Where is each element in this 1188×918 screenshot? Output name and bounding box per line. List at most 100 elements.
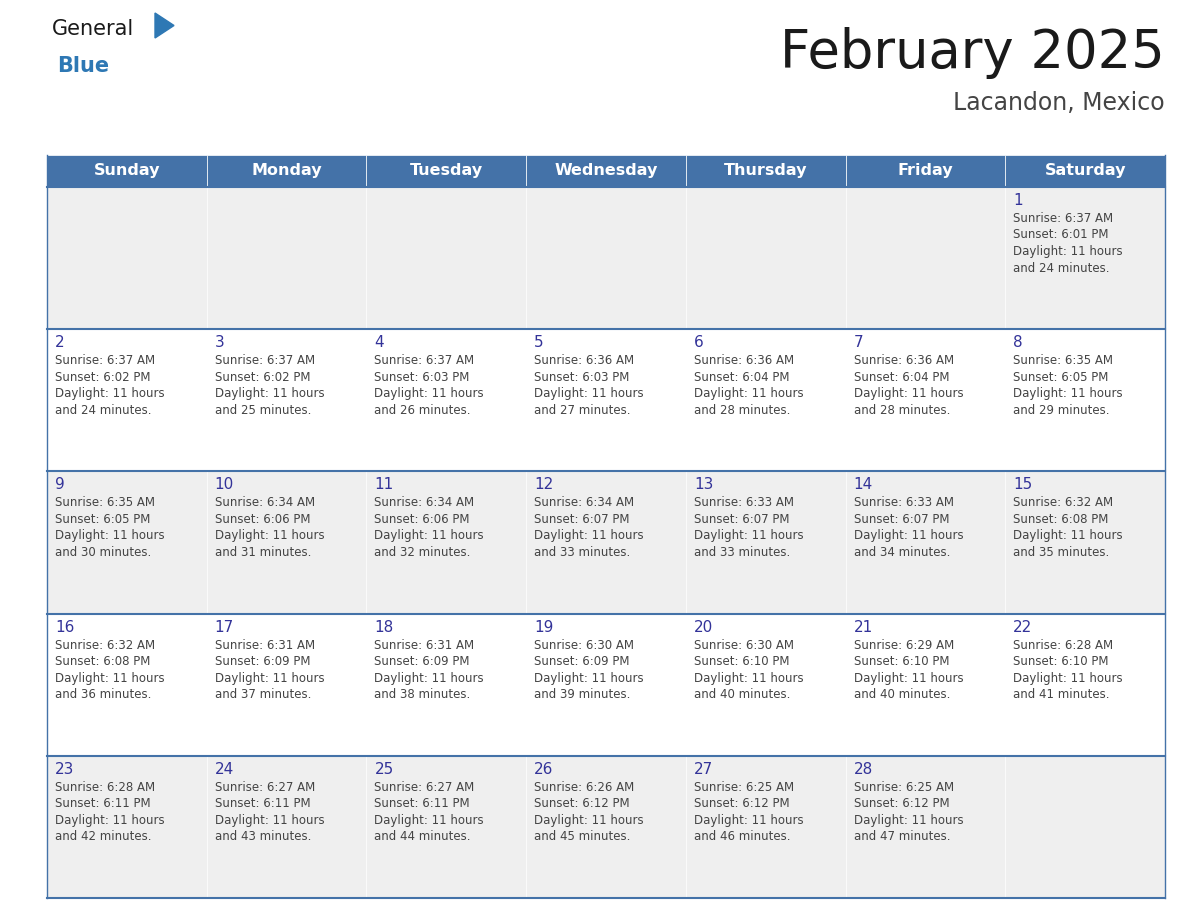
- Text: Sunrise: 6:27 AM: Sunrise: 6:27 AM: [374, 781, 475, 794]
- Text: 17: 17: [215, 620, 234, 634]
- Text: Sunset: 6:11 PM: Sunset: 6:11 PM: [55, 798, 151, 811]
- Text: Sunrise: 6:28 AM: Sunrise: 6:28 AM: [55, 781, 156, 794]
- Text: Sunrise: 6:33 AM: Sunrise: 6:33 AM: [694, 497, 794, 509]
- Bar: [526, 613, 685, 756]
- Text: 4: 4: [374, 335, 384, 350]
- Text: Sunset: 6:07 PM: Sunset: 6:07 PM: [535, 513, 630, 526]
- Text: and 28 minutes.: and 28 minutes.: [694, 404, 790, 417]
- Text: and 43 minutes.: and 43 minutes.: [215, 830, 311, 844]
- Text: and 26 minutes.: and 26 minutes.: [374, 404, 470, 417]
- Bar: [685, 613, 846, 756]
- Bar: [685, 187, 846, 330]
- Text: Sunrise: 6:35 AM: Sunrise: 6:35 AM: [1013, 354, 1113, 367]
- Text: 9: 9: [55, 477, 65, 492]
- Bar: [366, 187, 526, 330]
- Text: Daylight: 11 hours: Daylight: 11 hours: [694, 813, 803, 827]
- Text: 22: 22: [1013, 620, 1032, 634]
- Text: 19: 19: [535, 620, 554, 634]
- Bar: [207, 613, 366, 756]
- Bar: [685, 155, 846, 187]
- Text: Daylight: 11 hours: Daylight: 11 hours: [853, 387, 963, 400]
- Bar: [685, 756, 846, 898]
- Text: Sunset: 6:12 PM: Sunset: 6:12 PM: [853, 798, 949, 811]
- Text: Daylight: 11 hours: Daylight: 11 hours: [55, 387, 165, 400]
- Text: Blue: Blue: [57, 56, 109, 76]
- Text: and 35 minutes.: and 35 minutes.: [1013, 546, 1110, 559]
- Text: Daylight: 11 hours: Daylight: 11 hours: [1013, 387, 1123, 400]
- Text: Sunset: 6:12 PM: Sunset: 6:12 PM: [694, 798, 790, 811]
- Text: Sunrise: 6:36 AM: Sunrise: 6:36 AM: [694, 354, 794, 367]
- Text: Sunset: 6:08 PM: Sunset: 6:08 PM: [1013, 513, 1108, 526]
- Text: Daylight: 11 hours: Daylight: 11 hours: [374, 530, 484, 543]
- Text: and 34 minutes.: and 34 minutes.: [853, 546, 950, 559]
- Text: and 27 minutes.: and 27 minutes.: [535, 404, 631, 417]
- Text: 3: 3: [215, 335, 225, 350]
- Text: and 31 minutes.: and 31 minutes.: [215, 546, 311, 559]
- Text: Sunset: 6:09 PM: Sunset: 6:09 PM: [535, 655, 630, 668]
- Text: 12: 12: [535, 477, 554, 492]
- Text: and 40 minutes.: and 40 minutes.: [853, 688, 950, 701]
- Text: and 37 minutes.: and 37 minutes.: [215, 688, 311, 701]
- Text: and 24 minutes.: and 24 minutes.: [55, 404, 152, 417]
- Text: Sunset: 6:05 PM: Sunset: 6:05 PM: [55, 513, 151, 526]
- Bar: [207, 187, 366, 330]
- Text: Daylight: 11 hours: Daylight: 11 hours: [535, 813, 644, 827]
- Text: Sunrise: 6:32 AM: Sunrise: 6:32 AM: [1013, 497, 1113, 509]
- Text: Sunday: Sunday: [94, 163, 160, 178]
- Text: and 28 minutes.: and 28 minutes.: [853, 404, 950, 417]
- Bar: [1005, 330, 1165, 472]
- Text: 21: 21: [853, 620, 873, 634]
- Text: Sunrise: 6:29 AM: Sunrise: 6:29 AM: [853, 639, 954, 652]
- Text: Sunset: 6:09 PM: Sunset: 6:09 PM: [215, 655, 310, 668]
- Bar: [48, 187, 207, 330]
- Text: and 29 minutes.: and 29 minutes.: [1013, 404, 1110, 417]
- Text: and 46 minutes.: and 46 minutes.: [694, 830, 790, 844]
- Bar: [846, 756, 1005, 898]
- Text: 8: 8: [1013, 335, 1023, 350]
- Text: Daylight: 11 hours: Daylight: 11 hours: [55, 672, 165, 685]
- Text: 20: 20: [694, 620, 713, 634]
- Text: Daylight: 11 hours: Daylight: 11 hours: [374, 813, 484, 827]
- Bar: [1005, 613, 1165, 756]
- Text: Sunrise: 6:31 AM: Sunrise: 6:31 AM: [215, 639, 315, 652]
- Text: 11: 11: [374, 477, 393, 492]
- Bar: [48, 613, 207, 756]
- Text: Sunrise: 6:36 AM: Sunrise: 6:36 AM: [853, 354, 954, 367]
- Bar: [846, 330, 1005, 472]
- Text: Sunrise: 6:37 AM: Sunrise: 6:37 AM: [215, 354, 315, 367]
- Text: Wednesday: Wednesday: [555, 163, 658, 178]
- Bar: [207, 330, 366, 472]
- Bar: [207, 756, 366, 898]
- Text: Sunrise: 6:30 AM: Sunrise: 6:30 AM: [694, 639, 794, 652]
- Text: and 45 minutes.: and 45 minutes.: [535, 830, 631, 844]
- Text: Sunrise: 6:25 AM: Sunrise: 6:25 AM: [853, 781, 954, 794]
- Text: Daylight: 11 hours: Daylight: 11 hours: [694, 387, 803, 400]
- Text: Tuesday: Tuesday: [410, 163, 482, 178]
- Text: Sunset: 6:11 PM: Sunset: 6:11 PM: [215, 798, 310, 811]
- Text: and 33 minutes.: and 33 minutes.: [694, 546, 790, 559]
- Text: 18: 18: [374, 620, 393, 634]
- Bar: [526, 472, 685, 613]
- Text: Daylight: 11 hours: Daylight: 11 hours: [853, 672, 963, 685]
- Bar: [846, 187, 1005, 330]
- Text: Sunrise: 6:26 AM: Sunrise: 6:26 AM: [535, 781, 634, 794]
- Text: Sunset: 6:04 PM: Sunset: 6:04 PM: [853, 371, 949, 384]
- Text: 27: 27: [694, 762, 713, 777]
- Text: Sunrise: 6:28 AM: Sunrise: 6:28 AM: [1013, 639, 1113, 652]
- Text: Daylight: 11 hours: Daylight: 11 hours: [853, 530, 963, 543]
- Text: 13: 13: [694, 477, 713, 492]
- Text: and 41 minutes.: and 41 minutes.: [1013, 688, 1110, 701]
- Text: Sunset: 6:03 PM: Sunset: 6:03 PM: [535, 371, 630, 384]
- Text: Daylight: 11 hours: Daylight: 11 hours: [535, 387, 644, 400]
- Bar: [207, 472, 366, 613]
- Text: Sunrise: 6:27 AM: Sunrise: 6:27 AM: [215, 781, 315, 794]
- Text: Daylight: 11 hours: Daylight: 11 hours: [694, 530, 803, 543]
- Text: Sunrise: 6:31 AM: Sunrise: 6:31 AM: [374, 639, 474, 652]
- Text: Sunrise: 6:32 AM: Sunrise: 6:32 AM: [55, 639, 156, 652]
- Text: Sunset: 6:12 PM: Sunset: 6:12 PM: [535, 798, 630, 811]
- Text: Sunset: 6:06 PM: Sunset: 6:06 PM: [374, 513, 470, 526]
- Text: Sunset: 6:10 PM: Sunset: 6:10 PM: [694, 655, 789, 668]
- Bar: [366, 155, 526, 187]
- Text: Saturday: Saturday: [1044, 163, 1126, 178]
- Bar: [526, 756, 685, 898]
